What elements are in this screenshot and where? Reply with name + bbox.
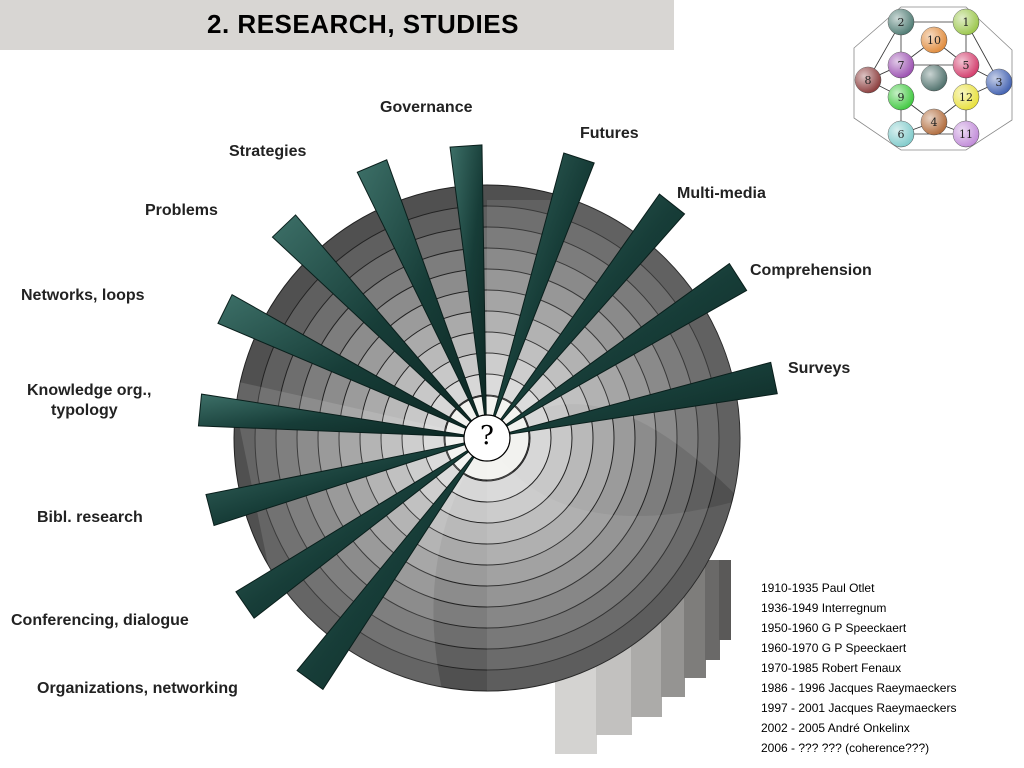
timeline-item: 2002 - 2005 André Onkelinx <box>761 721 910 735</box>
icosahedron-node-shine <box>921 65 947 91</box>
label-comprehension: Comprehension <box>750 262 872 279</box>
icosahedron-node-label: 11 <box>959 128 973 141</box>
icosahedron-node-label: 1 <box>963 16 970 29</box>
timeline-item: 1950-1960 G P Speeckaert <box>761 621 907 635</box>
icosahedron-node-label: 8 <box>865 74 872 87</box>
spoke <box>205 439 480 527</box>
icosahedron-node-label: 10 <box>927 34 941 47</box>
icosahedron-outline <box>853 6 1013 151</box>
spoke <box>271 214 482 433</box>
spoke <box>449 144 487 431</box>
icosahedron-node-label: 12 <box>959 91 973 104</box>
center-circle <box>463 414 511 462</box>
spoke <box>235 442 481 619</box>
icosahedron-node-shine <box>953 52 979 78</box>
icosahedron-node-label: 9 <box>898 91 905 104</box>
icosahedron-node-shine <box>855 67 881 93</box>
label-conferencing: Conferencing, dialogue <box>11 612 189 629</box>
icosahedron-node-label: 2 <box>898 16 905 29</box>
label-futures: Futures <box>580 125 639 142</box>
timeline-list: 1910-1935 Paul Otlet 1936-1949 Interregn… <box>761 578 956 758</box>
spoke <box>491 193 686 433</box>
icosahedron-node-shine <box>953 9 979 35</box>
label-problems: Problems <box>145 202 218 219</box>
icosahedron-node-label: 3 <box>996 76 1003 89</box>
spoke <box>356 159 485 431</box>
timeline-item: 1997 - 2001 Jacques Raeymaeckers <box>761 701 957 715</box>
timeline-item: 1910-1935 Paul Otlet <box>761 581 875 595</box>
timeline-item: 2006 - ??? ??? (coherence???) <box>761 741 930 755</box>
icosahedron-node-label: 5 <box>963 59 970 72</box>
spokes <box>197 144 778 691</box>
center-question-mark: ? <box>480 421 494 451</box>
label-typology: typology <box>51 402 118 419</box>
timeline-item: 1986 - 1996 Jacques Raeymaeckers <box>761 681 957 695</box>
label-surveys: Surveys <box>788 360 851 377</box>
icosahedron-node-shine <box>953 121 979 147</box>
icosahedron-node-shine <box>888 84 914 110</box>
title-bar <box>0 0 674 50</box>
page-title: 2. RESEARCH, STUDIES <box>207 9 519 39</box>
icosahedron-node-shine <box>953 84 979 110</box>
icosahedron-node-shine <box>921 109 947 135</box>
label-networks-loops: Networks, loops <box>21 287 145 304</box>
icosahedron-node-label: 4 <box>931 116 938 129</box>
spoke <box>494 361 778 437</box>
timeline-item: 1960-1970 G P Speeckaert <box>761 641 907 655</box>
icosahedron-node-shine <box>986 69 1012 95</box>
label-bibl-research: Bibl. research <box>37 509 143 526</box>
label-knowledge-org: Knowledge org., <box>27 382 152 399</box>
label-multi-media: Multi-media <box>677 185 766 202</box>
icosahedron-node-shine <box>888 9 914 35</box>
label-governance: Governance <box>380 99 473 116</box>
timeline-item: 1970-1985 Robert Fenaux <box>761 661 902 675</box>
timeline-item: 1936-1949 Interregnum <box>761 601 887 615</box>
spoke <box>489 152 595 431</box>
icosahedron-node-label: 6 <box>898 128 905 141</box>
icosahedron-node-label: 7 <box>898 59 905 72</box>
icosahedron-node-shine <box>888 121 914 147</box>
label-organizations: Organizations, networking <box>37 680 238 697</box>
spoke <box>197 393 480 438</box>
spoke <box>493 262 748 435</box>
icosahedron-node-shine <box>888 52 914 78</box>
icosahedron-node-shine <box>921 27 947 53</box>
spoke <box>296 444 483 691</box>
spoke <box>217 293 481 435</box>
label-strategies: Strategies <box>229 143 307 160</box>
